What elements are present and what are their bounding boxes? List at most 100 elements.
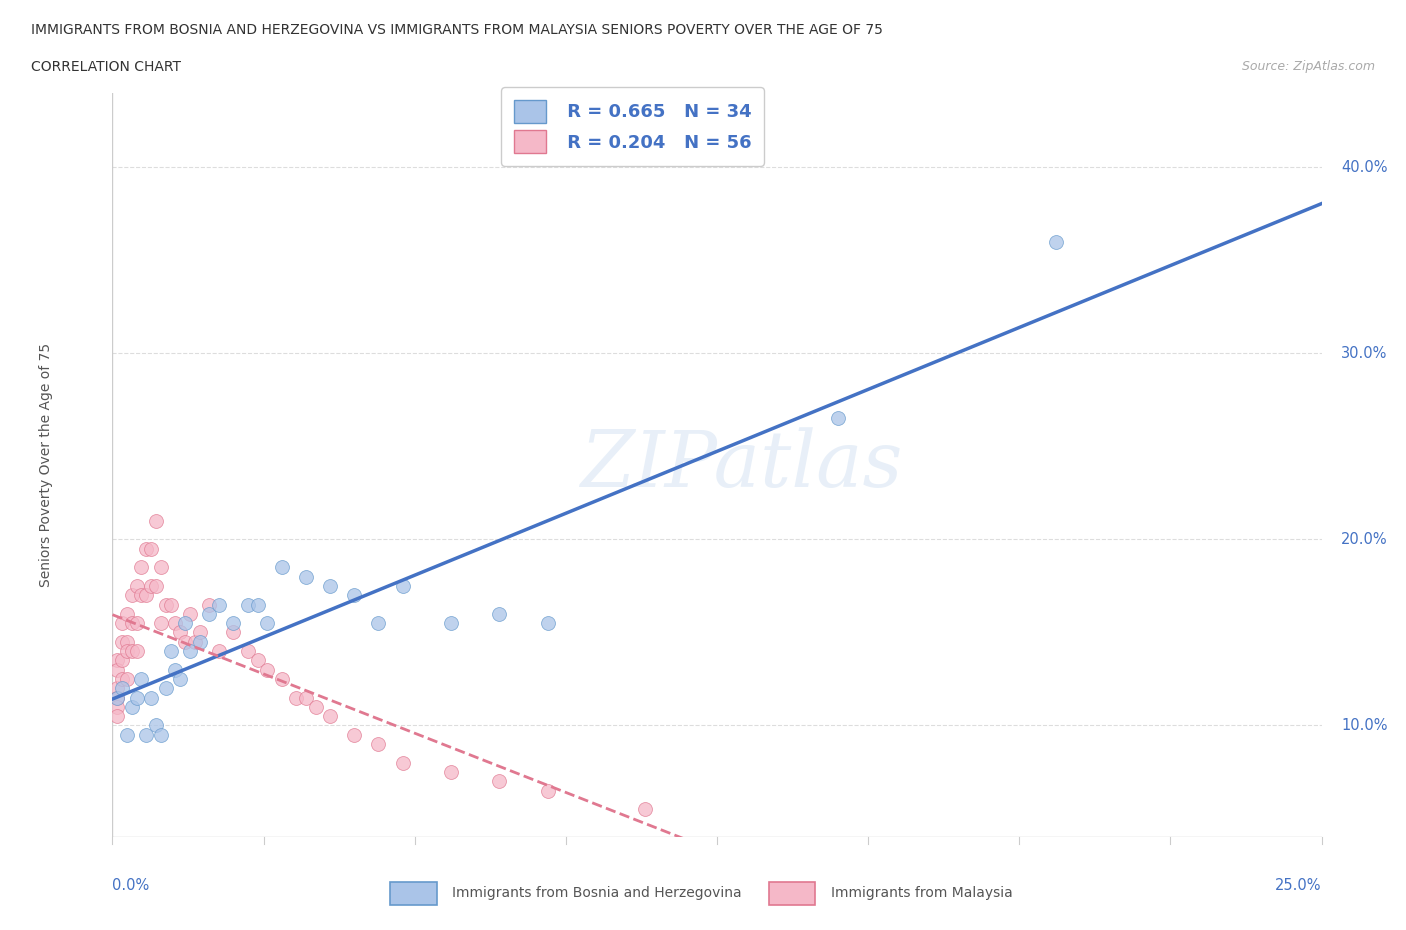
Point xyxy=(135,727,157,742)
Point xyxy=(125,690,148,705)
Point xyxy=(135,541,157,556)
Point xyxy=(246,653,269,668)
Text: Immigrants from Malaysia: Immigrants from Malaysia xyxy=(831,885,1012,899)
Text: 0.0%: 0.0% xyxy=(112,878,149,893)
Point xyxy=(155,681,177,696)
Point xyxy=(440,616,463,631)
Point xyxy=(105,709,128,724)
Point xyxy=(105,662,128,677)
Point xyxy=(111,616,134,631)
Point xyxy=(222,625,245,640)
Point xyxy=(188,625,211,640)
Point xyxy=(131,560,153,575)
Point xyxy=(115,671,138,686)
Legend:  R = 0.665   N = 34,  R = 0.204   N = 56: R = 0.665 N = 34, R = 0.204 N = 56 xyxy=(501,87,763,166)
Point xyxy=(141,541,163,556)
Point xyxy=(440,764,463,779)
Point xyxy=(165,662,187,677)
Text: 30.0%: 30.0% xyxy=(1341,346,1388,361)
Point xyxy=(343,727,366,742)
Text: CORRELATION CHART: CORRELATION CHART xyxy=(31,60,181,74)
Point xyxy=(105,690,128,705)
Text: IMMIGRANTS FROM BOSNIA AND HERZEGOVINA VS IMMIGRANTS FROM MALAYSIA SENIORS POVER: IMMIGRANTS FROM BOSNIA AND HERZEGOVINA V… xyxy=(31,23,883,37)
Point xyxy=(488,774,510,789)
Point xyxy=(208,597,231,612)
Point xyxy=(343,588,366,603)
Point xyxy=(198,597,221,612)
Text: 40.0%: 40.0% xyxy=(1341,160,1388,175)
Point xyxy=(304,699,326,714)
Point xyxy=(208,644,231,658)
Point xyxy=(125,578,148,593)
Point xyxy=(256,662,278,677)
Point xyxy=(537,616,560,631)
Text: Source: ZipAtlas.com: Source: ZipAtlas.com xyxy=(1241,60,1375,73)
Point xyxy=(155,597,177,612)
Point xyxy=(236,597,259,612)
Point xyxy=(222,616,245,631)
Point xyxy=(145,578,167,593)
Point xyxy=(141,690,163,705)
Point xyxy=(149,616,172,631)
Point xyxy=(169,671,191,686)
Text: ZIPatlas: ZIPatlas xyxy=(581,427,903,503)
Point xyxy=(319,709,342,724)
Point xyxy=(295,690,318,705)
Point xyxy=(319,578,342,593)
Point xyxy=(111,634,134,649)
Point xyxy=(105,699,128,714)
Point xyxy=(165,616,187,631)
Point xyxy=(121,588,143,603)
Point xyxy=(256,616,278,631)
Point xyxy=(111,671,134,686)
FancyBboxPatch shape xyxy=(769,883,815,906)
Point xyxy=(131,588,153,603)
Point xyxy=(633,802,655,817)
Text: 10.0%: 10.0% xyxy=(1341,718,1388,733)
Point xyxy=(159,597,181,612)
Point xyxy=(121,699,143,714)
Point xyxy=(367,737,389,751)
Point xyxy=(169,625,191,640)
Point xyxy=(105,653,128,668)
Point xyxy=(145,718,167,733)
Point xyxy=(111,653,134,668)
Point xyxy=(115,606,138,621)
Point xyxy=(174,634,197,649)
Point xyxy=(141,578,163,593)
Point xyxy=(246,597,269,612)
Point xyxy=(121,644,143,658)
Point xyxy=(105,690,128,705)
Point xyxy=(149,560,172,575)
Point xyxy=(488,606,510,621)
Point xyxy=(145,513,167,528)
Point xyxy=(827,411,849,426)
Text: Immigrants from Bosnia and Herzegovina: Immigrants from Bosnia and Herzegovina xyxy=(453,885,741,899)
Point xyxy=(391,755,413,770)
Point xyxy=(236,644,259,658)
Point xyxy=(135,588,157,603)
Point xyxy=(270,671,292,686)
Point xyxy=(115,727,138,742)
Point xyxy=(179,606,201,621)
Point xyxy=(270,560,292,575)
Point xyxy=(179,644,201,658)
Point xyxy=(391,578,413,593)
Point xyxy=(1045,234,1067,249)
Point xyxy=(149,727,172,742)
Point xyxy=(183,634,205,649)
Point xyxy=(115,634,138,649)
Point xyxy=(105,681,128,696)
Point xyxy=(125,644,148,658)
Point xyxy=(125,616,148,631)
Point xyxy=(121,616,143,631)
Point xyxy=(537,783,560,798)
Point xyxy=(295,569,318,584)
Point xyxy=(367,616,389,631)
Point xyxy=(115,644,138,658)
Text: 25.0%: 25.0% xyxy=(1275,878,1322,893)
Point xyxy=(111,681,134,696)
Text: 20.0%: 20.0% xyxy=(1341,532,1388,547)
Point xyxy=(285,690,308,705)
Point xyxy=(131,671,153,686)
